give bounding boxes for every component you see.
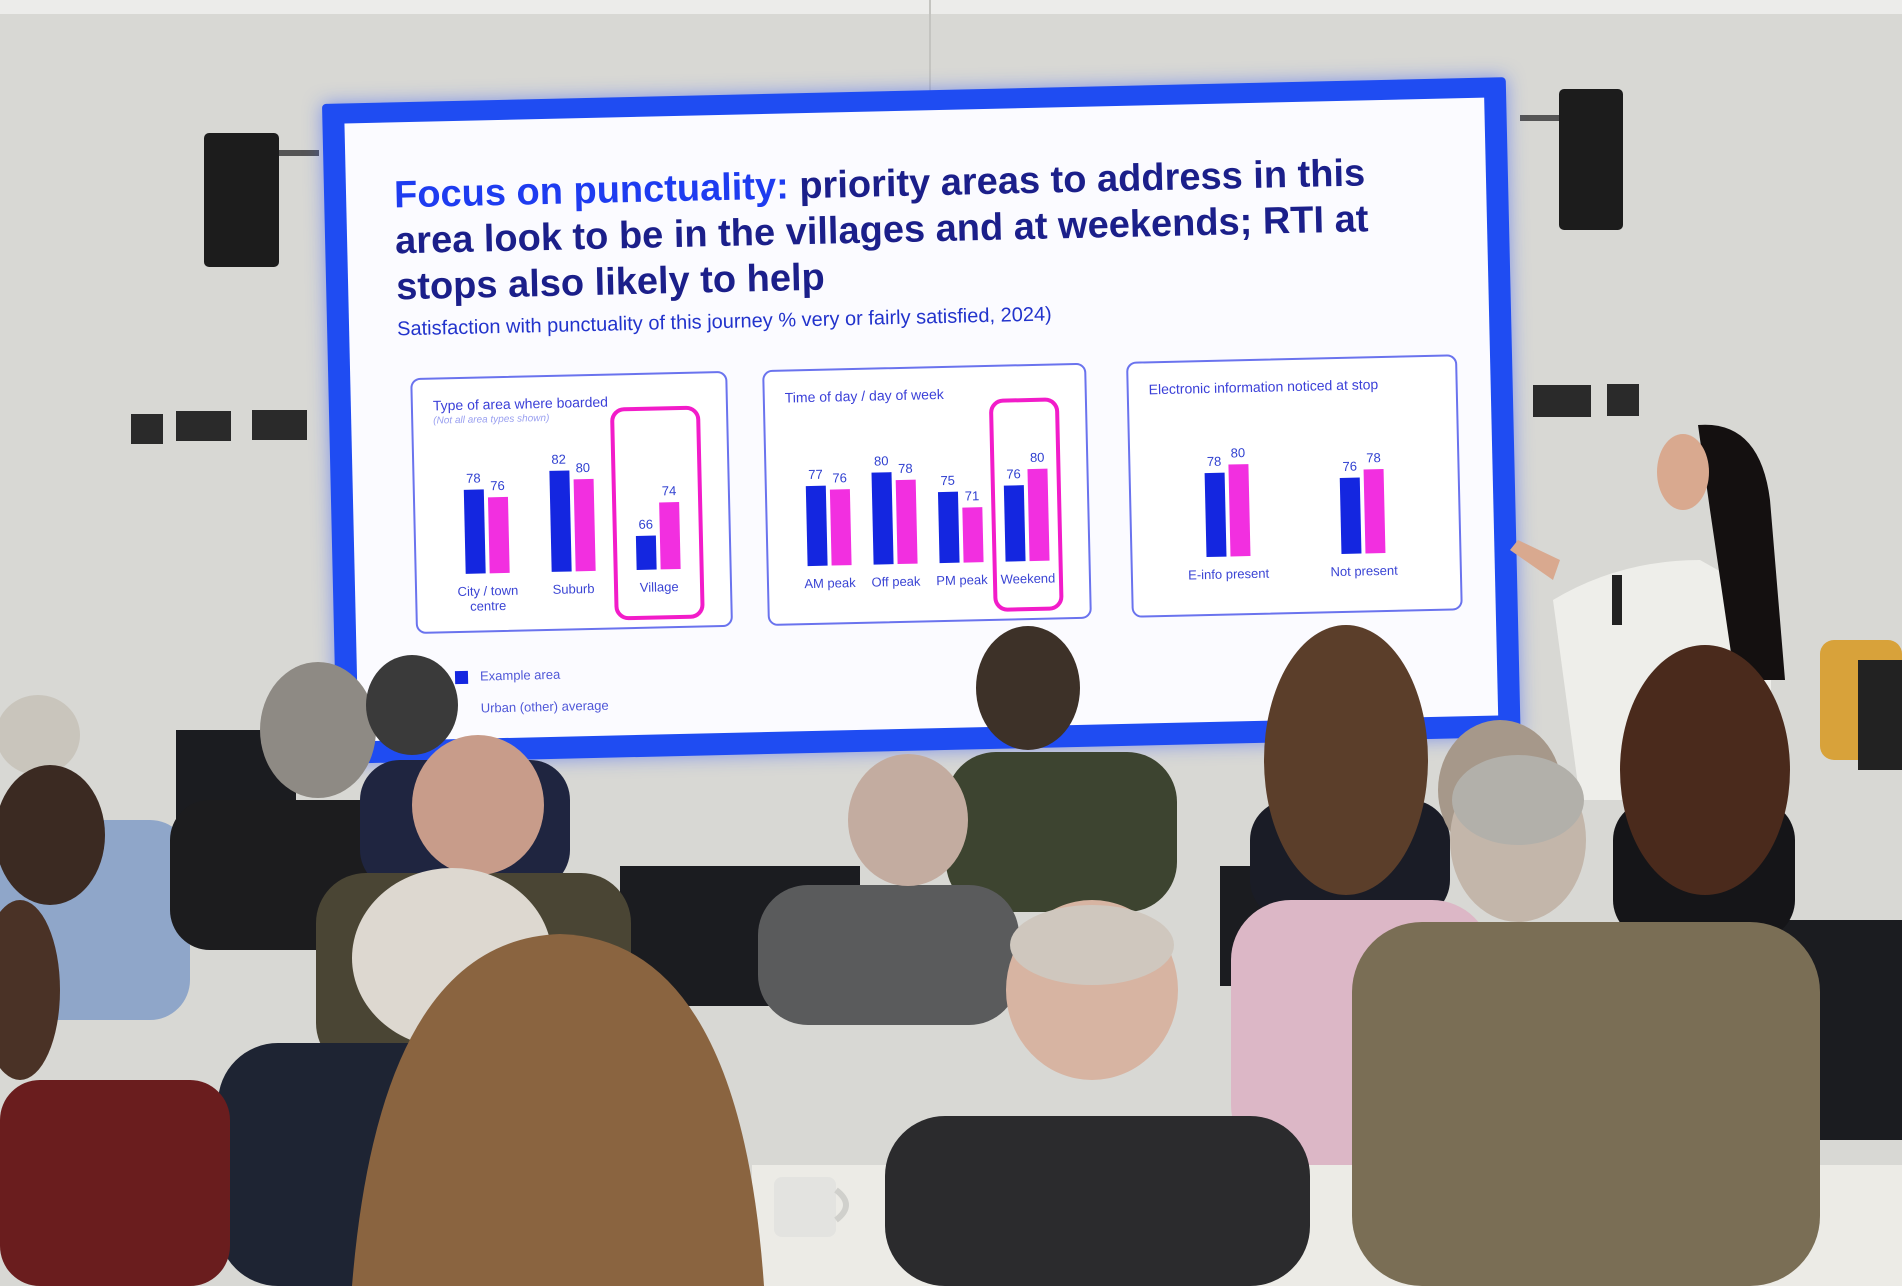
person-bald-front (885, 900, 1310, 1286)
person-red-jumper (0, 900, 230, 1286)
person-grey-hair-tweed (1352, 755, 1820, 1286)
person-back-left-1 (0, 695, 80, 775)
speaker-left (204, 133, 319, 267)
person-dark-hair-green-jacket (946, 626, 1177, 912)
person-dark-hair-right (1613, 645, 1795, 940)
ceiling-edge (0, 0, 1902, 14)
speaker-right (1520, 89, 1623, 230)
microphone-icon (1612, 575, 1622, 625)
person-grey-jumper (758, 754, 1019, 1025)
laptop (1858, 660, 1902, 770)
person-curly-hair (1250, 625, 1450, 920)
wall-sockets (131, 384, 1639, 444)
coffee-mug (774, 1177, 849, 1237)
person-long-hair (352, 934, 764, 1286)
